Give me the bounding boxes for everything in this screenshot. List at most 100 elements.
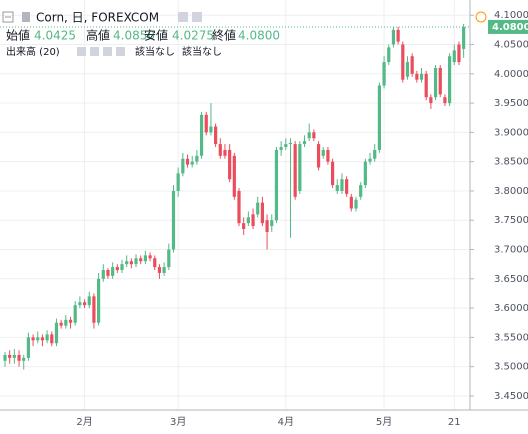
alert-icon[interactable]	[475, 11, 487, 23]
candle-body	[429, 97, 433, 104]
candle-body	[87, 296, 91, 306]
candle-body	[129, 261, 133, 265]
legend-high-name: 高値	[86, 28, 110, 43]
candle-body	[288, 142, 293, 145]
candle-body	[316, 144, 321, 168]
candle-body	[401, 44, 405, 80]
candle-body	[148, 255, 152, 259]
candle-body	[185, 158, 190, 165]
candle-body	[45, 334, 49, 341]
candle-body	[443, 97, 447, 104]
candle-body	[68, 319, 73, 323]
candle-body	[256, 202, 260, 215]
y-tick-label: 4.1000	[494, 10, 528, 21]
candle-body	[326, 149, 330, 162]
candle-body	[237, 190, 241, 224]
candle-body	[335, 185, 339, 191]
volume-icon[interactable]	[77, 47, 86, 56]
candle-body	[410, 56, 414, 74]
candle-body	[209, 126, 213, 133]
candle-body	[22, 357, 26, 361]
legend-low-name: 安値	[144, 28, 168, 43]
y-tick-label: 3.5000	[494, 362, 528, 373]
candle-body	[298, 144, 302, 191]
candle-body	[214, 126, 218, 145]
candle-body	[36, 337, 40, 341]
y-tick-label: 3.7500	[494, 215, 528, 226]
candle-body	[218, 144, 222, 156]
candle-body	[143, 255, 147, 262]
candle-body	[307, 132, 311, 139]
candle-body	[125, 261, 129, 265]
y-tick-label: 4.0500	[494, 40, 528, 51]
candle-body	[265, 220, 269, 232]
candle-body	[101, 270, 105, 279]
legend-close-name: 終値	[212, 28, 236, 43]
candle-body	[340, 179, 344, 191]
legend-open-name: 始値	[6, 28, 30, 43]
chart-title: Corn, 日, FOREXCOM	[36, 11, 159, 25]
candle-body	[387, 47, 391, 63]
candle-body	[246, 217, 250, 224]
candle-body	[419, 73, 424, 80]
candle-body	[242, 223, 246, 230]
candle-body	[176, 173, 180, 191]
volume-icon[interactable]	[90, 47, 99, 56]
candle-body	[293, 144, 297, 197]
candle-body	[59, 322, 63, 326]
y-tick-label: 3.6000	[494, 303, 528, 314]
candle-body	[26, 337, 30, 358]
candle-body	[279, 147, 283, 150]
candle-body	[354, 199, 358, 209]
candle-body	[199, 114, 204, 156]
candle-body	[415, 73, 419, 80]
last-price-label: 4.0800	[492, 22, 528, 33]
settings-icon[interactable]	[192, 12, 202, 22]
candle-body	[377, 85, 381, 150]
candle-body	[162, 267, 166, 273]
candle-body	[349, 196, 353, 209]
collapse-button[interactable]	[2, 11, 14, 23]
volume-icon[interactable]	[116, 47, 125, 56]
candle-body	[54, 322, 59, 344]
y-tick-label: 4.0000	[494, 69, 528, 80]
candle-body	[120, 264, 124, 271]
candle-body	[97, 278, 101, 323]
candle-body	[391, 29, 396, 45]
settings-icon[interactable]	[178, 12, 188, 22]
y-tick-label: 3.8500	[494, 157, 528, 168]
candle-body	[462, 26, 466, 49]
volume-label: 出来高 (20)	[6, 45, 60, 58]
candle-body	[251, 214, 255, 227]
x-tick-label: 2月	[76, 416, 92, 428]
candle-body	[438, 67, 442, 95]
candle-body	[17, 354, 21, 361]
candle-body	[396, 29, 400, 42]
candle-body	[204, 114, 208, 133]
candle-body	[424, 73, 428, 98]
candle-body	[115, 267, 119, 271]
candle-body	[270, 220, 274, 227]
volume-value: 該当なし	[135, 45, 175, 58]
candle-body	[345, 179, 349, 194]
candle-body	[373, 149, 377, 159]
candle-body	[167, 249, 171, 268]
candle-body	[433, 67, 438, 98]
volume-icon[interactable]	[103, 47, 112, 56]
x-tick-label: 4月	[278, 416, 294, 428]
legend-high: 4.0850	[113, 29, 155, 43]
candle-body	[106, 270, 110, 276]
candle-body	[223, 149, 227, 156]
candle-body	[274, 149, 279, 221]
candle-body	[111, 267, 115, 276]
candle-body	[457, 44, 461, 63]
candle-body	[228, 149, 232, 180]
candle-body	[363, 161, 367, 186]
candle-body	[452, 50, 456, 63]
candle-body	[321, 149, 325, 156]
candle-body	[382, 62, 386, 86]
candle-body	[40, 337, 45, 341]
x-tick-label: 5月	[376, 416, 392, 428]
x-tick-label: 3月	[170, 416, 186, 428]
